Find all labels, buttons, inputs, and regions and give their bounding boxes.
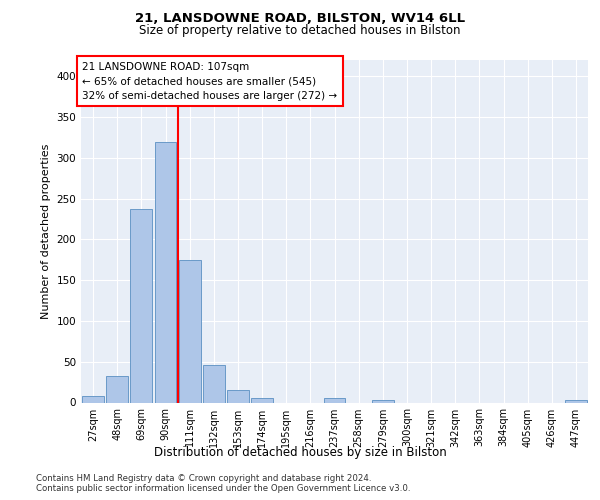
Bar bbox=[227, 390, 249, 402]
Bar bbox=[372, 400, 394, 402]
Text: 21 LANSDOWNE ROAD: 107sqm
← 65% of detached houses are smaller (545)
32% of semi: 21 LANSDOWNE ROAD: 107sqm ← 65% of detac… bbox=[82, 62, 337, 101]
Bar bbox=[251, 398, 273, 402]
Text: Distribution of detached houses by size in Bilston: Distribution of detached houses by size … bbox=[154, 446, 446, 459]
Text: Contains HM Land Registry data © Crown copyright and database right 2024.: Contains HM Land Registry data © Crown c… bbox=[36, 474, 371, 483]
Y-axis label: Number of detached properties: Number of detached properties bbox=[41, 144, 51, 319]
Bar bbox=[82, 396, 104, 402]
Bar bbox=[323, 398, 346, 402]
Text: Size of property relative to detached houses in Bilston: Size of property relative to detached ho… bbox=[139, 24, 461, 37]
Bar bbox=[203, 365, 224, 403]
Text: Contains public sector information licensed under the Open Government Licence v3: Contains public sector information licen… bbox=[36, 484, 410, 493]
Bar bbox=[565, 400, 587, 402]
Text: 21, LANSDOWNE ROAD, BILSTON, WV14 6LL: 21, LANSDOWNE ROAD, BILSTON, WV14 6LL bbox=[135, 12, 465, 26]
Bar bbox=[155, 142, 176, 402]
Bar bbox=[130, 209, 152, 402]
Bar bbox=[106, 376, 128, 402]
Bar bbox=[179, 260, 200, 402]
